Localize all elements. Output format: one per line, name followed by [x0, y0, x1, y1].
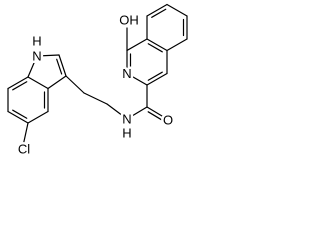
bond [126, 38, 148, 52]
bond [146, 72, 168, 86]
bond [65, 75, 85, 94]
bond [27, 55, 38, 78]
atom-label: O [163, 113, 173, 128]
bond [126, 106, 148, 120]
bond [147, 71, 163, 81]
bond [147, 43, 163, 53]
bond [12, 81, 28, 91]
bond [83, 92, 108, 105]
atom-label: N [122, 66, 131, 81]
bond [146, 3, 168, 17]
bond [7, 110, 29, 124]
bond [12, 109, 28, 119]
atom-label: N [32, 49, 41, 64]
bond [7, 76, 29, 90]
bond [36, 54, 60, 57]
bond [126, 72, 148, 86]
atom-label: OH [119, 13, 139, 28]
atom-label: H [122, 126, 131, 141]
bonds [7, 3, 188, 147]
bond [151, 8, 167, 18]
bond [58, 54, 67, 77]
bond [147, 111, 163, 121]
bond [106, 103, 128, 120]
bond [146, 106, 168, 120]
bond [27, 76, 49, 90]
atom-label: N [122, 112, 131, 127]
bond [146, 38, 168, 52]
bond [47, 75, 67, 90]
atom-label: H [32, 34, 41, 49]
bond [27, 110, 49, 124]
molecule-diagram: H N Cl N H O OH N [7, 3, 188, 159]
bond [56, 58, 63, 75]
bond [166, 3, 188, 17]
bond [22, 122, 29, 147]
bond [166, 38, 188, 52]
atom-label: Cl [18, 142, 30, 157]
atom-labels: H N Cl N H O OH N [15, 10, 175, 159]
